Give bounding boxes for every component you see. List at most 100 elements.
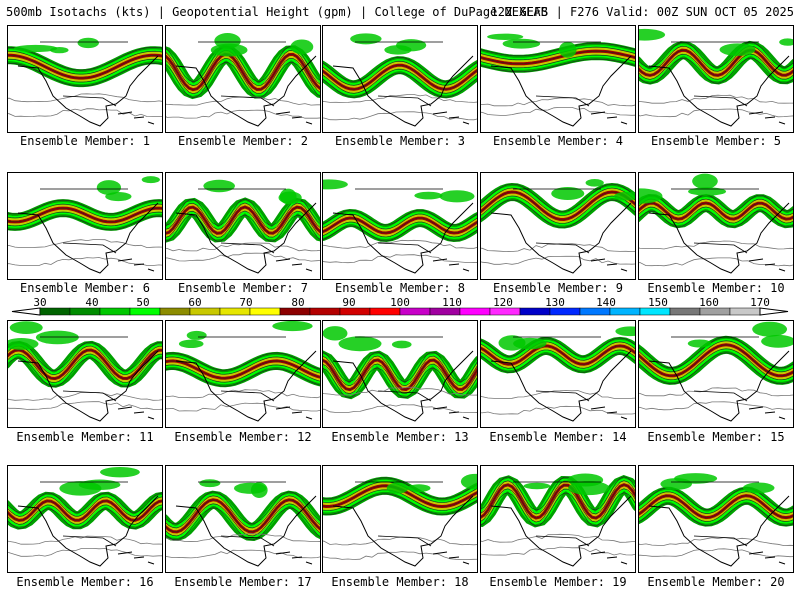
colorbar-tick-label: 170 [750, 296, 770, 309]
political-border [355, 481, 443, 547]
wind-area [660, 478, 693, 490]
coastline [490, 55, 632, 127]
panel-caption: Ensemble Member: 6 [19, 281, 151, 295]
height-contour-gray [8, 108, 162, 118]
height-contour [481, 492, 635, 527]
coastline [17, 350, 159, 422]
height-contour [323, 213, 477, 230]
panel-map [8, 466, 162, 567]
political-border [513, 41, 601, 107]
height-contour [166, 360, 320, 379]
height-contour-gray [323, 94, 477, 103]
panel-caption: Ensemble Member: 5 [650, 134, 782, 148]
ensemble-panel [322, 465, 478, 573]
panel-map [8, 321, 162, 422]
wind-speed-colorbar [11, 307, 789, 316]
wind-area [100, 466, 140, 478]
panel-caption: Ensemble Member: 14 [489, 430, 627, 444]
islands [432, 258, 470, 272]
islands [748, 258, 786, 272]
panel-caption: Ensemble Member: 13 [331, 430, 469, 444]
height-contour [639, 352, 793, 385]
colorbar-tick-label: 90 [342, 296, 356, 309]
colorbar-tick-label: 110 [442, 296, 462, 309]
panel-map [639, 321, 793, 422]
islands [117, 551, 155, 565]
colorbar-swatch [639, 307, 671, 316]
ensemble-panel [480, 465, 636, 573]
height-contour-gray [481, 97, 635, 107]
coastline [175, 350, 317, 422]
height-contour-gray [481, 107, 635, 116]
colorbar-tick-label: 120 [493, 296, 513, 309]
islands [432, 551, 470, 565]
political-border [198, 41, 286, 107]
height-contour [481, 476, 635, 511]
political-border [355, 336, 443, 402]
height-contour-gray [639, 401, 793, 411]
height-contour-gray [323, 111, 477, 121]
panel-map [166, 179, 320, 274]
height-contour [323, 477, 477, 499]
height-contour [639, 495, 793, 518]
wind-area [692, 173, 718, 189]
ensemble-panel [165, 25, 321, 133]
wind-area [460, 473, 477, 490]
wind-area [779, 38, 793, 46]
height-contour [323, 60, 477, 86]
wind-area [386, 482, 409, 494]
islands [117, 111, 155, 125]
wind-area [567, 473, 604, 487]
wind-area [688, 187, 727, 196]
height-contour-gray [166, 96, 320, 106]
panel-caption: Ensemble Member: 15 [647, 430, 785, 444]
ensemble-panel [322, 320, 478, 428]
colorbar-swatch [99, 307, 131, 316]
panel-caption: Ensemble Member: 10 [647, 281, 785, 295]
height-contour [323, 367, 477, 399]
height-contour-gray [481, 255, 635, 265]
wind-area [761, 334, 793, 348]
colorbar-swatch [219, 307, 251, 316]
height-contour [323, 493, 477, 515]
height-contour-gray [166, 252, 320, 262]
islands [275, 551, 313, 565]
political-border [355, 188, 443, 254]
political-border [671, 336, 759, 402]
height-contour-gray [481, 405, 635, 415]
height-contour [323, 225, 477, 242]
height-contour [323, 217, 477, 234]
wind-area [78, 479, 121, 490]
panel-caption: Ensemble Member: 16 [16, 575, 154, 589]
height-contour-gray [8, 401, 162, 410]
political-border [198, 188, 286, 254]
political-border [198, 336, 286, 402]
height-contour [8, 492, 162, 513]
colorbar-swatch [129, 307, 161, 316]
coastline [648, 202, 790, 274]
wind-area [77, 37, 99, 49]
colorbar-swatch [729, 307, 761, 316]
wind-area [407, 484, 431, 492]
coastline [332, 55, 474, 127]
height-contour [481, 484, 635, 519]
political-border [40, 188, 128, 254]
wind-area [391, 340, 412, 349]
height-contour [8, 341, 162, 371]
coastline [175, 202, 317, 274]
wind-area [585, 179, 604, 187]
political-border [198, 481, 286, 547]
height-contour-gray [323, 386, 477, 396]
height-contour [166, 495, 320, 529]
colorbar-swatch [39, 307, 71, 316]
coastline [332, 495, 474, 567]
panel-map [481, 33, 635, 127]
height-contour [639, 210, 793, 228]
ensemble-panel [480, 172, 636, 280]
colorbar-tick-label: 100 [390, 296, 410, 309]
wind-area [178, 339, 204, 349]
wind-area [96, 180, 122, 195]
islands [117, 406, 155, 420]
height-contour-gray [323, 239, 477, 249]
height-contour [481, 353, 635, 373]
